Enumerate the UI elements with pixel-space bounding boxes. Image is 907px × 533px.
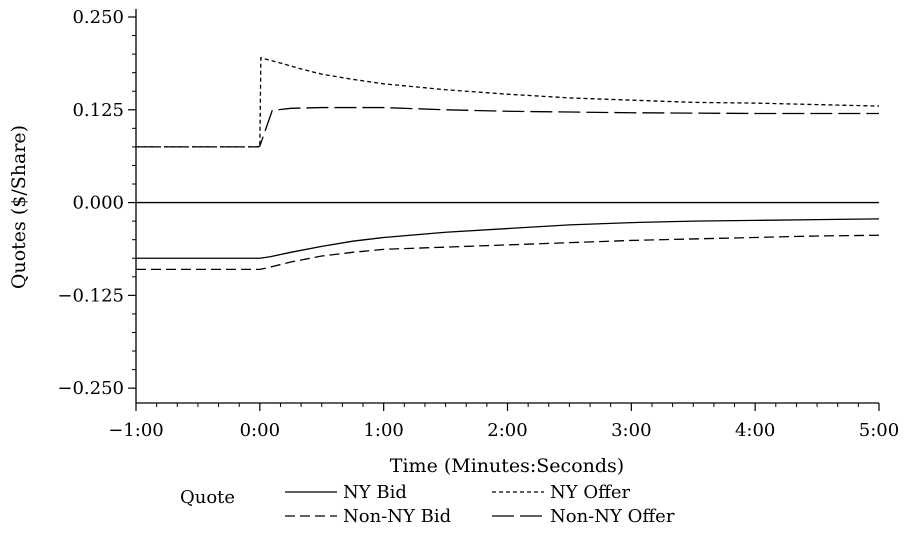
series-line-ny-bid: [136, 218, 880, 259]
x-tick-label: 4:00: [735, 420, 775, 441]
x-tick-label: −1:00: [108, 420, 164, 441]
x-tick-label: 3:00: [611, 420, 651, 441]
y-tick-label: 0.125: [72, 100, 124, 121]
legend-label: NY Offer: [550, 482, 631, 503]
legend-title: Quote: [180, 487, 235, 508]
series-line-ny-offer: [136, 56, 880, 148]
legend-label: Non-NY Bid: [343, 506, 451, 527]
x-tick-label: 1:00: [363, 420, 403, 441]
y-tick-label: 0.250: [72, 7, 124, 28]
series-lines: [136, 56, 880, 271]
series-line-non-ny-offer: [136, 106, 879, 148]
x-tick-label: 0:00: [240, 420, 280, 441]
axes: 0.250 0.125 0.000 −0.125 −0.250 −1:00 0:00 1:00…: [57, 7, 899, 441]
legend-label: NY Bid: [343, 482, 407, 503]
x-tick-label: 5:00: [859, 420, 899, 441]
y-axis-title: Quotes ($/Share): [8, 125, 30, 289]
series-line-non-ny-bid: [136, 234, 880, 271]
x-tick-label: 2:00: [487, 420, 527, 441]
legend: Quote NY Bid NY Offer Non-NY Bid Non-NY Off…: [180, 482, 675, 527]
y-tick-label: −0.250: [57, 378, 124, 399]
y-tick-label: 0.000: [72, 193, 124, 214]
x-axis-title: Time (Minutes:Seconds): [390, 455, 624, 477]
legend-label: Non-NY Offer: [550, 506, 675, 527]
y-tick-label: −0.125: [57, 285, 124, 306]
